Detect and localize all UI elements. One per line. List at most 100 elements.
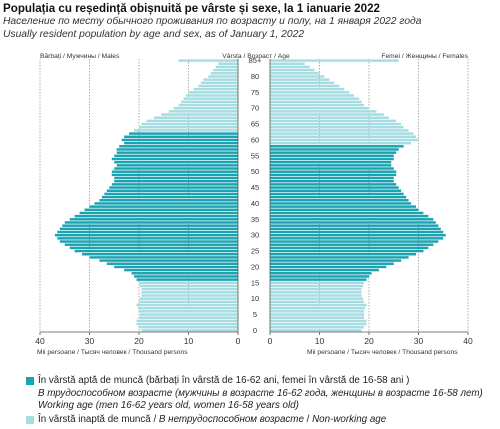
bar-female-age-67 xyxy=(270,116,389,119)
bar-male-age-5 xyxy=(139,313,238,316)
bar-male-age-60 xyxy=(121,138,238,142)
bar-female-age-44 xyxy=(270,189,402,192)
bar-female-age-64 xyxy=(270,126,404,129)
bar-female-age-10 xyxy=(270,297,364,300)
x-tick-females-30: 30 xyxy=(414,336,424,346)
bar-female-age-53 xyxy=(270,160,392,164)
bar-female-age-31 xyxy=(270,230,444,234)
bar-male-age-55 xyxy=(114,154,238,158)
legend-nonworking-en: Non-working age xyxy=(312,413,387,425)
bar-male-age-25 xyxy=(74,249,239,253)
bar-female-age-11 xyxy=(270,294,362,297)
bar-male-age-26 xyxy=(69,246,238,250)
bar-female-age-26 xyxy=(270,246,429,250)
chart-subtitle-en: Usually resident population by age and s… xyxy=(3,28,305,40)
bar-male-age-9 xyxy=(139,300,238,304)
bar-female-age-4 xyxy=(270,316,365,319)
bar-female-age-16 xyxy=(270,278,367,281)
bar-female-age-34 xyxy=(270,221,436,224)
bar-male-age-63 xyxy=(134,129,238,132)
bar-female-age-41 xyxy=(270,199,409,202)
bar-male-age-39 xyxy=(89,205,238,208)
bar-male-age-6 xyxy=(139,310,238,313)
legend-working-ru: В трудоспособном возрасте (мужчины в воз… xyxy=(38,387,483,399)
bar-male-age-28 xyxy=(59,240,238,243)
bar-female-age-15 xyxy=(270,281,365,285)
bar-male-age-17 xyxy=(134,275,238,278)
bar-male-age-42 xyxy=(101,195,238,199)
bar-female-age-38 xyxy=(270,208,419,212)
bar-female-age-29 xyxy=(270,237,444,240)
bar-male-age-85 xyxy=(178,59,238,62)
bar-female-age-36 xyxy=(270,214,429,218)
bar-male-age-35 xyxy=(69,218,238,221)
age-tick-50: 50 xyxy=(251,167,259,176)
bar-male-age-80 xyxy=(208,75,238,78)
bar-female-age-27 xyxy=(270,243,434,246)
bar-female-age-0 xyxy=(270,329,362,332)
bar-male-age-16 xyxy=(136,278,238,281)
bar-male-age-13 xyxy=(141,287,238,291)
bar-male-age-32 xyxy=(59,227,238,231)
bar-male-age-58 xyxy=(119,145,238,148)
bar-female-age-59 xyxy=(270,141,412,145)
bar-female-age-37 xyxy=(270,211,424,215)
bar-male-age-53 xyxy=(114,160,238,164)
bar-male-age-22 xyxy=(99,259,239,262)
x-tick-males-40: 40 xyxy=(35,336,45,346)
bar-female-age-48 xyxy=(270,176,394,180)
bar-male-age-11 xyxy=(141,294,238,297)
bar-female-age-73 xyxy=(270,97,360,100)
bar-female-age-70 xyxy=(270,106,369,110)
bar-female-age-49 xyxy=(270,173,397,177)
age-axis-label: Vârsta / Возраст / Age xyxy=(222,53,290,60)
legend-working-en: Working age (men 16-62 years old, women … xyxy=(38,400,299,411)
bar-male-age-14 xyxy=(139,284,238,288)
bar-female-age-75 xyxy=(270,91,350,94)
x-tick-males-10: 10 xyxy=(184,336,194,346)
bar-female-age-45 xyxy=(270,186,399,189)
bar-female-age-61 xyxy=(270,135,417,139)
age-tick-20: 20 xyxy=(251,262,259,271)
bar-female-age-50 xyxy=(270,170,397,173)
bar-male-age-48 xyxy=(114,176,238,180)
bar-male-age-20 xyxy=(114,265,238,269)
legend: În vârstă aptă de muncă (bărbați în vârs… xyxy=(26,375,496,426)
bar-female-age-71 xyxy=(270,103,365,107)
bar-female-age-14 xyxy=(270,284,364,288)
age-tick-45: 45 xyxy=(251,183,259,192)
bar-female-age-22 xyxy=(270,259,402,262)
bar-male-age-10 xyxy=(139,297,238,300)
x-tick-males-20: 20 xyxy=(134,336,144,346)
bar-female-age-21 xyxy=(270,262,394,265)
bar-female-age-82 xyxy=(270,68,315,72)
bar-male-age-65 xyxy=(141,122,238,126)
bar-male-age-59 xyxy=(124,141,238,145)
bar-female-age-69 xyxy=(270,110,377,113)
bar-male-age-45 xyxy=(109,186,238,189)
age-tick-0: 0 xyxy=(253,326,257,335)
bar-male-age-71 xyxy=(178,103,238,107)
bar-female-age-42 xyxy=(270,195,407,199)
bar-male-age-56 xyxy=(116,151,238,154)
bar-male-age-7 xyxy=(138,306,238,310)
bar-male-age-83 xyxy=(215,65,238,69)
bar-male-age-24 xyxy=(82,252,238,256)
units-label-males: Mii persoane / Тысяч человек / Thousand … xyxy=(37,349,188,356)
bar-female-age-85 xyxy=(270,59,399,62)
legend-item-nonworking: În vârstă inaptă de muncă / В нетрудоспо… xyxy=(26,414,496,427)
age-tick-75: 75 xyxy=(251,88,259,97)
bar-female-age-7 xyxy=(270,306,366,310)
bar-female-age-3 xyxy=(270,319,367,323)
bar-male-age-76 xyxy=(193,87,238,91)
bar-female-age-13 xyxy=(270,287,362,291)
chart-title: Populația cu reședință obișnuită pe vârs… xyxy=(3,2,380,15)
bar-male-age-0 xyxy=(141,329,238,332)
x-tick-females-40: 40 xyxy=(463,336,473,346)
bar-male-age-37 xyxy=(79,211,238,215)
bar-female-age-30 xyxy=(270,233,446,237)
x-tick-females-0: 0 xyxy=(268,336,273,346)
males-panel-label: Bărbați / Мужчины / Males xyxy=(40,53,120,60)
bar-male-age-78 xyxy=(200,81,238,85)
bar-male-age-82 xyxy=(213,68,238,72)
